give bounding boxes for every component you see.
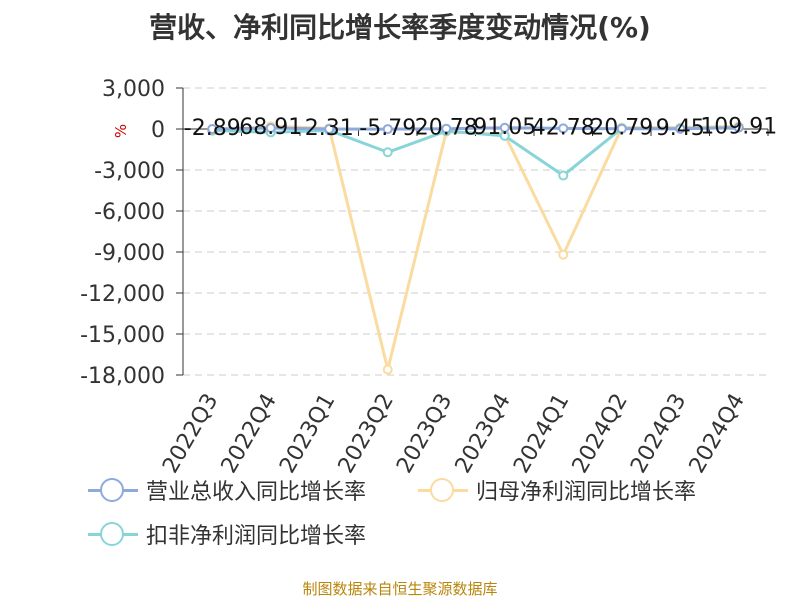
x-tick-label: 2022Q4 xyxy=(217,390,282,478)
x-tick-label: 2024Q1 xyxy=(509,390,574,478)
x-tick-label: 2022Q3 xyxy=(158,390,223,478)
data-point xyxy=(616,123,627,134)
data-label: 20.78 xyxy=(415,116,478,141)
data-point xyxy=(558,123,569,134)
legend-item-net-profit[interactable]: 归母净利润同比增长率 xyxy=(418,474,696,506)
data-label: 20.79 xyxy=(590,116,653,141)
y-tick-label: 0 xyxy=(151,118,165,143)
x-tick-label: 2023Q3 xyxy=(392,390,457,478)
data-point xyxy=(558,249,569,260)
series-line xyxy=(212,124,739,370)
legend-label-revenue: 营业总收入同比增长率 xyxy=(146,480,367,505)
data-label: 109.91 xyxy=(700,114,777,139)
x-tick-label: 2024Q2 xyxy=(568,390,633,478)
data-label: -2.89 xyxy=(184,116,241,141)
data-label: 2.31 xyxy=(305,116,354,141)
data-label: -5.79 xyxy=(359,116,416,141)
legend-marker-net-profit xyxy=(418,478,468,502)
data-point xyxy=(382,364,393,375)
legend-marker-deducted-profit xyxy=(88,522,138,546)
legend-label-deducted-profit: 扣非净利润同比增长率 xyxy=(146,524,367,549)
data-point xyxy=(324,123,335,134)
data-point xyxy=(499,122,510,133)
series-line xyxy=(212,125,739,131)
y-tick-label: -15,000 xyxy=(80,323,165,348)
data-label: 42.78 xyxy=(532,115,595,140)
y-unit-label: % xyxy=(112,124,130,138)
x-tick-label: 2023Q1 xyxy=(275,390,340,478)
y-tick-label: 3,000 xyxy=(102,77,165,102)
legend-label-net-profit: 归母净利润同比增长率 xyxy=(476,480,697,505)
data-point xyxy=(733,122,744,133)
data-point xyxy=(265,123,276,134)
legend-item-deducted-profit[interactable]: 扣非净利润同比增长率 xyxy=(88,518,366,550)
y-tick-label: -3,000 xyxy=(94,159,165,184)
data-label: 9.45 xyxy=(656,116,705,141)
legend-item-revenue[interactable]: 营业总收入同比增长率 xyxy=(88,474,366,506)
y-tick-label: -18,000 xyxy=(80,364,165,389)
x-tick-label: 2024Q4 xyxy=(685,390,750,478)
data-label: 91.05 xyxy=(473,115,536,140)
x-tick-label: 2023Q2 xyxy=(334,390,399,478)
legend-marker-revenue xyxy=(88,478,138,502)
data-point xyxy=(382,147,393,158)
data-point xyxy=(558,170,569,181)
chart-title: 营收、净利同比增长率季度变动情况(%) xyxy=(149,11,651,44)
data-label: 68.91 xyxy=(239,115,302,140)
y-tick-label: -6,000 xyxy=(94,200,165,225)
data-point xyxy=(382,124,393,135)
data-point xyxy=(441,123,452,134)
data-point xyxy=(207,124,218,135)
y-tick-label: -9,000 xyxy=(94,241,165,266)
x-tick-label: 2023Q4 xyxy=(451,390,516,478)
data-point xyxy=(675,123,686,134)
y-tick-label: -12,000 xyxy=(80,282,165,307)
source-note: 制图数据来自恒生聚源数据库 xyxy=(302,580,498,598)
x-tick-label: 2024Q3 xyxy=(626,390,691,478)
